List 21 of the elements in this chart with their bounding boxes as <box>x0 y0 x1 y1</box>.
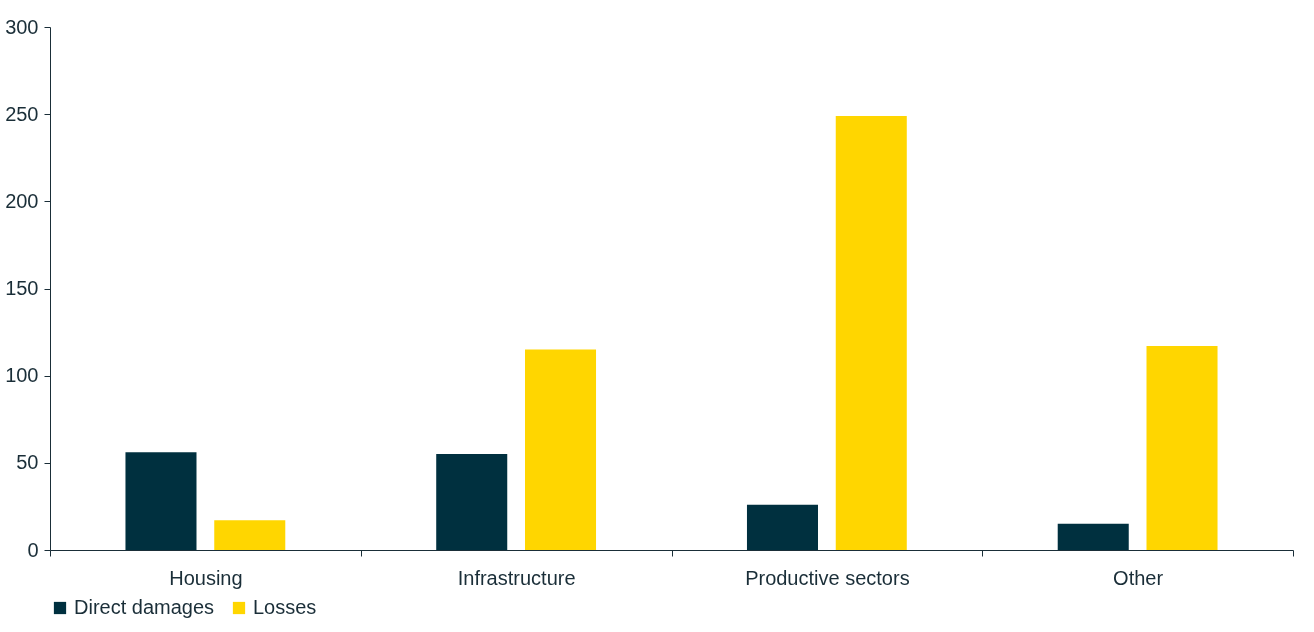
y-tick-label: 100 <box>5 364 39 387</box>
bar <box>214 520 286 550</box>
y-tick-label: 300 <box>5 15 39 38</box>
x-tick-label: Other <box>1113 566 1164 589</box>
y-tick-label: 50 <box>16 451 39 474</box>
bar <box>1146 346 1218 550</box>
bar <box>1057 523 1129 550</box>
y-tick-label: 150 <box>5 277 39 299</box>
bar <box>835 115 907 550</box>
y-tick-label: 250 <box>5 102 39 125</box>
y-tick-label: 200 <box>5 189 39 212</box>
bar <box>436 454 508 550</box>
bar <box>525 349 597 550</box>
legend-label: Direct damages <box>74 596 215 618</box>
legend-label: Losses <box>253 596 317 618</box>
x-tick-label: Infrastructure <box>457 566 576 589</box>
bar <box>125 452 197 550</box>
x-tick-label: Productive sectors <box>745 566 910 589</box>
x-tick-label: Housing <box>169 566 243 589</box>
y-tick-label: 0 <box>27 538 39 561</box>
bar <box>746 504 818 550</box>
